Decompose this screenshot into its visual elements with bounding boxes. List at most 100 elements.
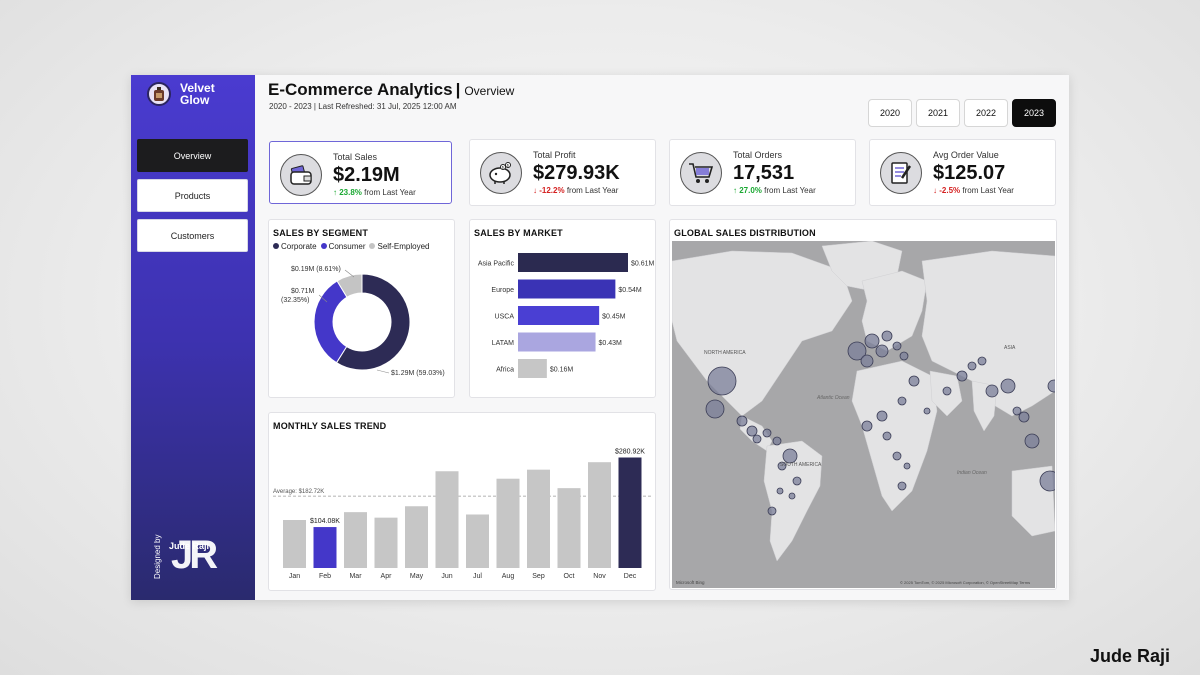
sales-bubble bbox=[864, 333, 880, 349]
sales-bubble bbox=[705, 399, 725, 419]
sales-bubble bbox=[777, 461, 787, 471]
trend-bar-may bbox=[405, 506, 428, 568]
perfume-bottle-icon bbox=[147, 82, 171, 106]
trend-value-label: $104.08K bbox=[310, 518, 340, 525]
kpi-total-profit[interactable]: $ $ Total Profit $279.93K ↓ -12.2% from L… bbox=[469, 139, 656, 206]
market-category-label: Asia Pacific bbox=[478, 261, 515, 268]
sales-bubble bbox=[1024, 433, 1040, 449]
trend-month-label: Aug bbox=[502, 573, 515, 580]
donut-data-label: $1.29M (59.03%) bbox=[391, 370, 445, 377]
sales-bubble bbox=[897, 481, 907, 491]
world-map[interactable]: NORTH AMERICA SOUTH AMERICA ASIA Atlanti… bbox=[672, 241, 1055, 588]
legend-self-employed[interactable]: Self-Employed bbox=[369, 242, 430, 251]
shopping-cart-icon bbox=[680, 152, 722, 194]
trend-bar-mar bbox=[344, 512, 367, 568]
sales-bubble bbox=[782, 448, 798, 464]
market-value-label: $0.61M bbox=[631, 261, 655, 268]
trend-bar-jun bbox=[435, 471, 459, 568]
map-label-south-america: SOUTH AMERICA bbox=[780, 462, 822, 468]
sales-bubble bbox=[1012, 406, 1022, 416]
segment-card: SALES BY SEGMENT Corporate Consumer Self… bbox=[268, 219, 455, 398]
credit-name: Jude Raji bbox=[169, 541, 210, 551]
segment-title: SALES BY SEGMENT bbox=[273, 228, 369, 238]
map-bing-logo: Microsoft Bing bbox=[676, 580, 705, 585]
sales-bubble bbox=[746, 425, 758, 437]
trend-bar-chart: Average: $182.72K Jan Feb $104.08K Mar Apr May… bbox=[273, 449, 653, 580]
dashboard: Velvet Glow Overview Products Customers … bbox=[131, 75, 1069, 600]
kpi-label: Total Sales bbox=[333, 152, 378, 162]
sales-bubble bbox=[977, 356, 987, 366]
wallet-icon bbox=[280, 154, 322, 196]
sidebar: Velvet Glow Overview Products Customers … bbox=[131, 75, 255, 600]
trend-month-label: Mar bbox=[349, 573, 362, 580]
kpi-avg-order-value[interactable]: Avg Order Value $125.07 ↓ -2.5% from Las… bbox=[869, 139, 1056, 206]
map-label-atlantic: Atlantic Ocean bbox=[816, 395, 850, 401]
trend-bar-oct bbox=[557, 488, 581, 568]
sales-bubble bbox=[772, 436, 782, 446]
nav-customers-button[interactable]: Customers bbox=[137, 219, 248, 252]
sales-bubble bbox=[861, 420, 873, 432]
year-2023-button[interactable]: 2023 bbox=[1012, 99, 1056, 127]
donut-slice-self-employed bbox=[336, 273, 363, 298]
market-value-label: $0.43M bbox=[599, 340, 623, 347]
kpi-label: Avg Order Value bbox=[933, 150, 999, 160]
trend-value-label: $280.92K bbox=[615, 449, 645, 456]
south-america-landmass bbox=[763, 440, 823, 562]
sales-bubble bbox=[892, 451, 902, 461]
kpi-delta: ↓ -12.2% from Last Year bbox=[533, 186, 619, 195]
year-2020-button[interactable]: 2020 bbox=[868, 99, 912, 127]
year-2022-button[interactable]: 2022 bbox=[964, 99, 1008, 127]
nav-overview-button[interactable]: Overview bbox=[137, 139, 248, 172]
map-label-indian-ocean: Indian Ocean bbox=[957, 470, 987, 476]
donut-data-label: $0.19M (8.61%) bbox=[291, 266, 341, 273]
svg-text:$: $ bbox=[507, 163, 510, 168]
kpi-delta: ↑ 23.8% from Last Year bbox=[333, 188, 416, 197]
africa-landmass bbox=[851, 360, 938, 512]
legend-consumer[interactable]: Consumer bbox=[320, 242, 365, 251]
kpi-delta: ↓ -2.5% from Last Year bbox=[933, 186, 1014, 195]
market-value-label: $0.45M bbox=[602, 314, 626, 321]
piggy-bank-icon: $ $ bbox=[480, 152, 522, 194]
kpi-total-sales[interactable]: Total Sales $2.19M ↑ 23.8% from Last Yea… bbox=[269, 141, 452, 204]
segment-donut-chart: $1.29M (59.03%) $0.71M (32.35%) $0.19M (8.6… bbox=[281, 266, 445, 377]
legend-corporate[interactable]: Corporate bbox=[273, 242, 317, 251]
sales-bubble bbox=[908, 375, 920, 387]
trend-bar-nov bbox=[588, 462, 611, 568]
sales-bubble bbox=[923, 407, 931, 415]
trend-bar-feb bbox=[313, 527, 337, 568]
invoice-icon bbox=[880, 152, 922, 194]
kpi-value: $279.93K bbox=[533, 162, 620, 184]
sales-bubble bbox=[1000, 378, 1016, 394]
signature: Jude Raji bbox=[1090, 646, 1171, 666]
donut-slice-corporate bbox=[335, 273, 411, 371]
market-category-label: USCA bbox=[495, 314, 515, 321]
market-bar bbox=[518, 332, 596, 352]
market-bar bbox=[518, 279, 616, 299]
sales-bubble bbox=[767, 506, 777, 516]
trend-month-label: Sep bbox=[532, 573, 545, 580]
trend-month-label: Jul bbox=[473, 573, 482, 580]
market-bar bbox=[518, 359, 547, 378]
sales-bubble bbox=[882, 431, 892, 441]
trend-bar-aug bbox=[496, 478, 520, 568]
sales-bubble bbox=[776, 487, 784, 495]
sales-bubble bbox=[1018, 411, 1030, 423]
nav-products-button[interactable]: Products bbox=[137, 179, 248, 212]
sales-bubble bbox=[762, 428, 772, 438]
sales-bubble bbox=[875, 344, 889, 358]
map-title: GLOBAL SALES DISTRIBUTION bbox=[674, 228, 816, 238]
sales-bubble bbox=[985, 384, 999, 398]
donut-leader-line bbox=[344, 269, 355, 278]
average-label: Average: $182.72K bbox=[273, 489, 324, 495]
sales-bubble bbox=[1039, 470, 1055, 492]
kpi-total-orders[interactable]: Total Orders 17,531 ↑ 27.0% from Last Ye… bbox=[669, 139, 856, 206]
refresh-info: 2020 - 2023 | Last Refreshed: 31 Jul, 20… bbox=[269, 102, 457, 111]
trend-bar-dec bbox=[618, 457, 642, 568]
sales-bubble bbox=[792, 476, 802, 486]
trend-month-label: Jun bbox=[441, 573, 452, 580]
world-map-svg: NORTH AMERICA SOUTH AMERICA ASIA Atlanti… bbox=[672, 241, 1055, 588]
year-2021-button[interactable]: 2021 bbox=[916, 99, 960, 127]
map-label-asia: ASIA bbox=[1004, 345, 1016, 351]
trend-bar-jan bbox=[283, 520, 306, 568]
market-bar bbox=[518, 306, 600, 325]
